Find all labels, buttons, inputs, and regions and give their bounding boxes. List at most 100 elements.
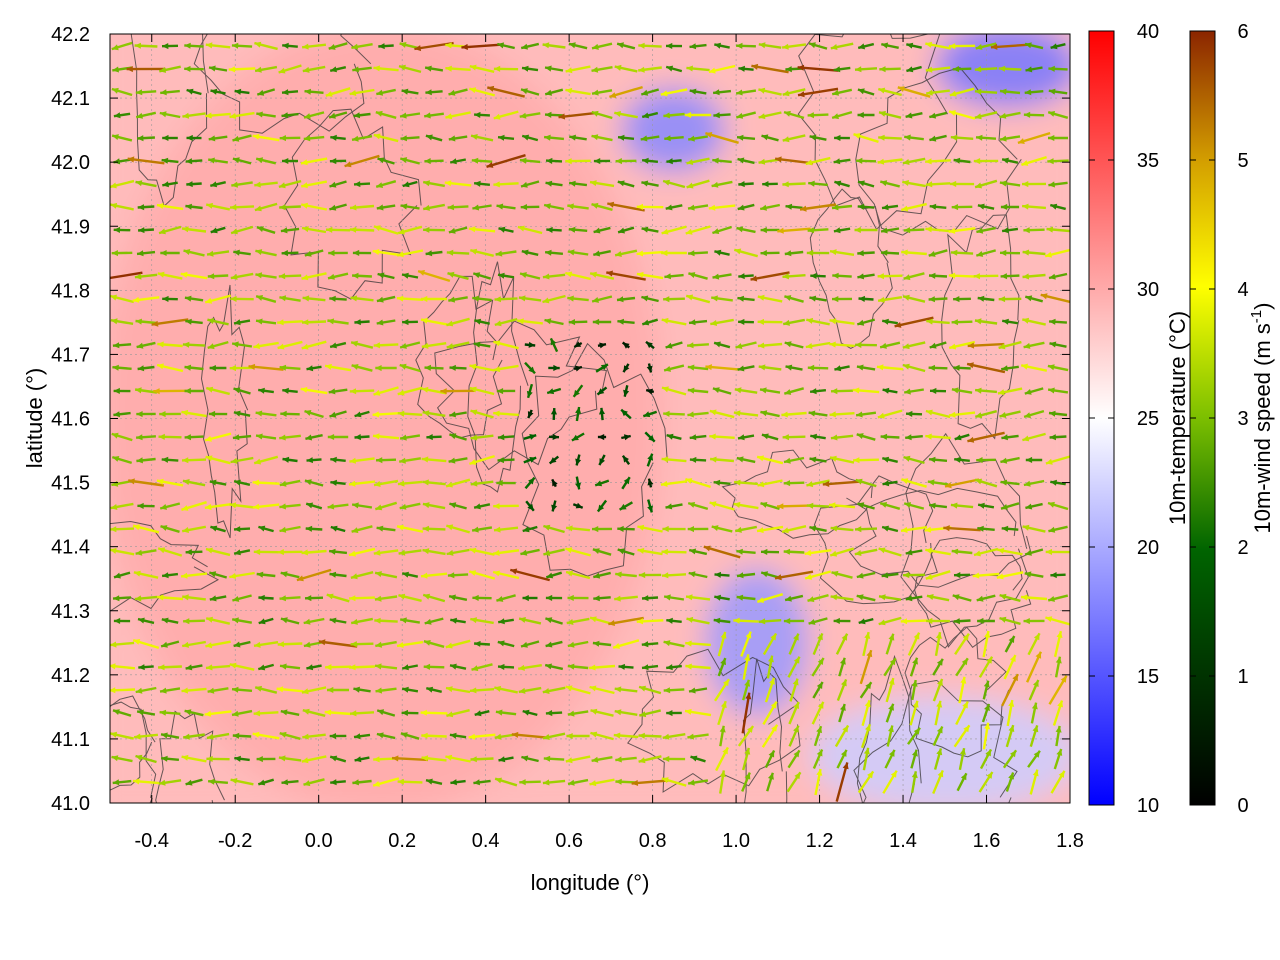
wind-arrow [829,318,855,325]
wind-arrow [232,594,252,602]
wind-arrow [470,434,494,441]
wind-arrow [806,502,830,509]
wind-arrow [229,365,255,372]
wind-arrow [522,709,538,717]
wind-arrow [301,226,327,234]
wind-arrow [229,204,255,211]
wind-arrow [641,180,659,187]
wind-arrow [186,88,202,96]
wind-arrow [156,478,184,487]
wind-arrow [229,571,255,579]
x-tick-label: -0.2 [218,830,252,852]
wind-arrow [400,203,420,210]
wind-arrow [709,456,735,463]
wind-arrow [852,387,880,394]
wind-arrow [397,778,423,785]
wind-arrow [758,364,782,371]
wind-arrow [688,548,708,556]
wind-arrow [1001,434,1019,441]
wind-arrow [1024,548,1044,556]
wind-arrow [687,779,709,786]
wind-arrow [978,656,994,678]
wind-arrow [882,318,898,325]
wind-arrow [838,657,846,677]
wind-arrow [256,571,276,578]
wind-arrow [449,433,467,441]
wind-arrow [184,387,204,394]
wind-arrow [714,249,730,256]
wind-arrow [1022,273,1046,280]
wind-arrow [829,249,855,256]
wind-arrow [878,87,902,97]
wind-arrow [621,454,631,466]
wind-arrow [617,134,635,141]
wind-arrow [277,641,303,648]
wind-arrow [711,525,733,533]
wind-arrow [354,756,370,763]
wind-arrow [396,295,424,302]
wind-arrow [329,180,347,188]
wind-arrow [495,250,517,257]
wind-arrow [545,710,563,717]
wind-arrow [617,226,635,234]
wind-arrow [1054,656,1062,678]
wind-arrow [783,387,805,395]
wind-arrow [492,570,520,580]
wind-arrow [1052,700,1064,726]
wind-arrow [1049,318,1067,325]
wind-arrow [230,272,254,280]
wind-arrow [1020,594,1048,601]
wind-arrow [233,640,251,648]
wind-arrow [666,710,682,717]
wind-arrow [111,755,133,763]
wind-arrow [373,133,399,143]
wind-arrow [135,89,157,96]
wind-arrow [498,618,514,625]
wind-arrow [623,385,630,397]
x-tick-label: 1.2 [806,830,834,852]
wind-arrow [396,524,424,533]
wind-arrow [925,226,951,233]
wind-arrow [447,271,469,280]
wind-arrow [1022,432,1046,442]
y-tick-label: 41.9 [51,216,90,238]
wind-arrow [304,88,324,95]
y-axis-label: latitude (°) [22,368,47,469]
wind-arrow [781,525,807,534]
wind-arrow [519,112,541,119]
wind-arrow [400,135,420,142]
wind-arrow [599,407,605,421]
wind-arrow [973,158,999,165]
wind-arrow [207,340,229,350]
wind-arrow [1049,341,1067,348]
wind-arrow [926,617,950,624]
wind-arrow [402,180,418,188]
wind-arrow [977,525,995,532]
wind-arrow [327,686,349,693]
wind-arrow [614,595,638,602]
wind-arrow [565,87,591,96]
wind-arrow [545,640,563,648]
wind-arrow [208,410,228,417]
wind-arrow [1027,632,1041,656]
wind-arrow [470,756,494,763]
wind-arrow [494,777,518,787]
wind-arrow [446,548,470,556]
wind-arrow [833,617,851,624]
wind-arrow [469,687,495,694]
wind-arrow [905,410,923,417]
wind-arrow [448,88,468,96]
wind-arrow [566,617,590,625]
wind-arrow [181,409,207,418]
wind-arrow [135,754,157,764]
wind-arrow [186,134,202,141]
wind-arrow [525,500,535,512]
wind-arrow [975,134,997,141]
wind-arrow [766,655,774,679]
wind-arrow [719,770,726,794]
wind-arrow [1023,409,1045,419]
wind-arrow [135,686,157,694]
wind-arrow [375,110,397,119]
wind-arrow [664,135,684,142]
wind-arrow [205,112,231,119]
